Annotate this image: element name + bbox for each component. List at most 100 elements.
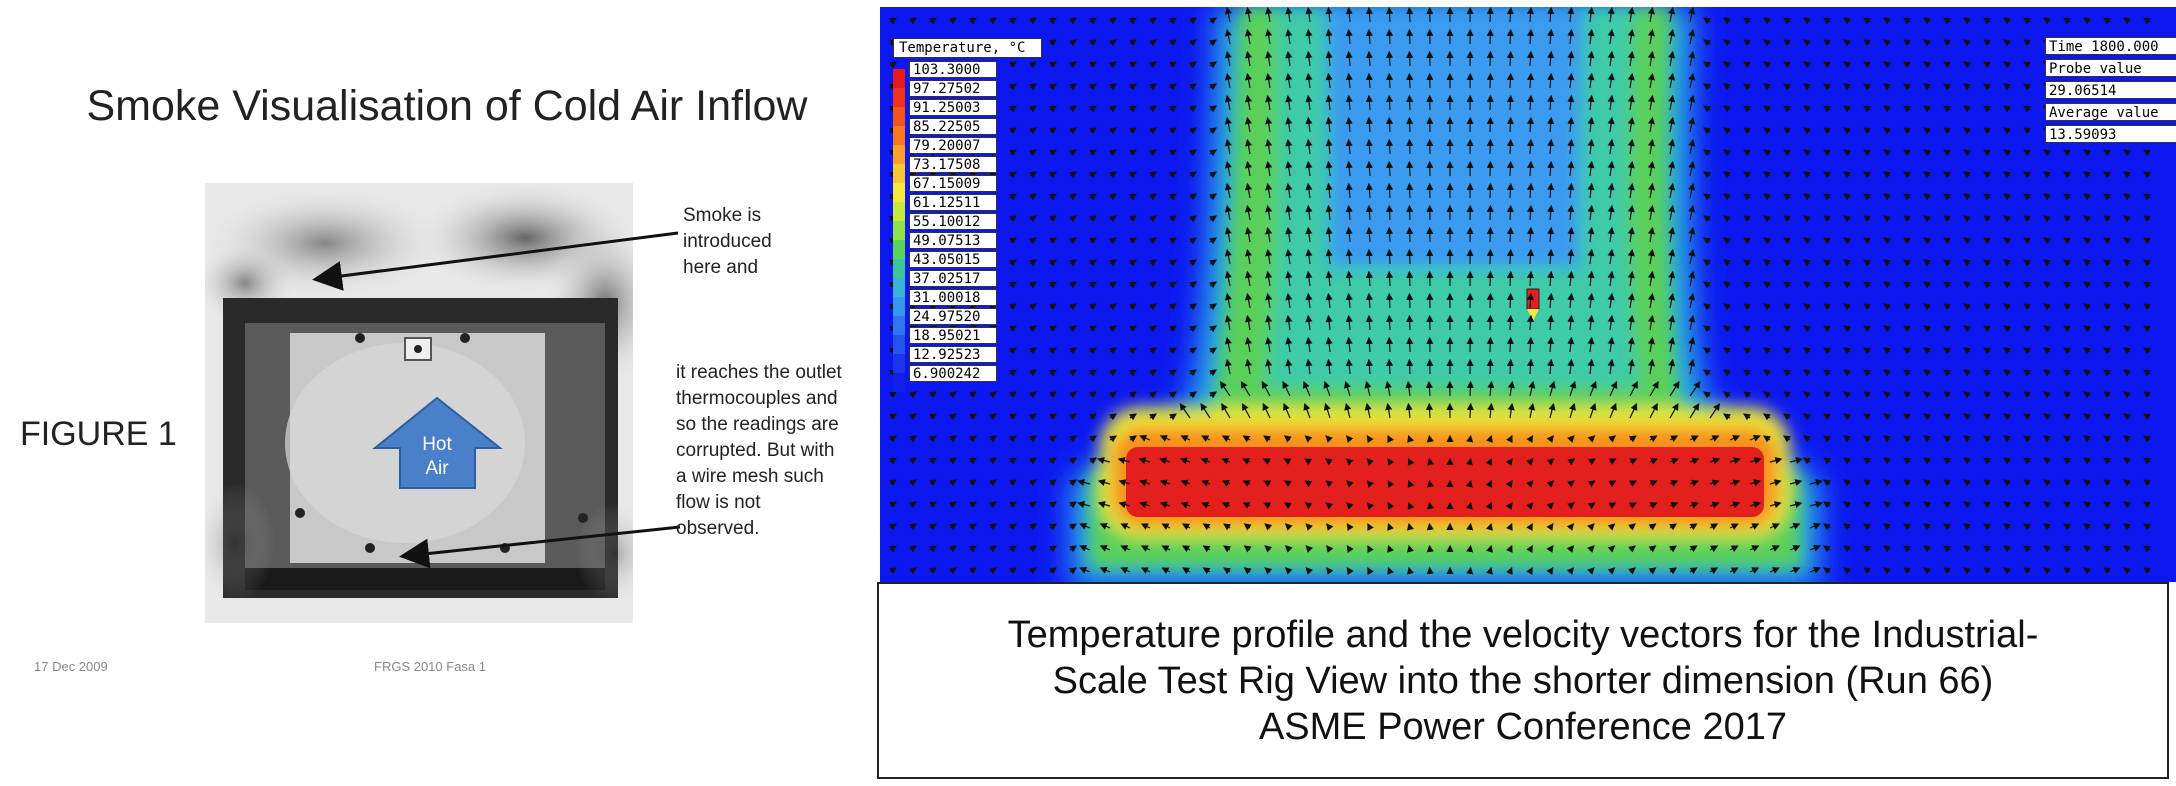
velocity-vector <box>1743 215 1751 223</box>
velocity-vector <box>1627 7 1635 23</box>
velocity-vector <box>1688 138 1696 155</box>
velocity-vector <box>1607 204 1615 221</box>
velocity-vector <box>1285 7 1293 23</box>
velocity-vector <box>1688 28 1696 45</box>
velocity-vector <box>1506 116 1514 133</box>
velocity-vector <box>1209 17 1217 25</box>
velocity-vector <box>2083 325 2091 333</box>
velocity-vector <box>1129 171 1137 179</box>
velocity-vector <box>1009 105 1017 113</box>
velocity-vector <box>1863 61 1871 69</box>
velocity-vector <box>1823 303 1831 311</box>
velocity-vector <box>1587 138 1595 155</box>
velocity-vector <box>1863 105 1871 113</box>
velocity-vector <box>1587 28 1595 45</box>
velocity-vector <box>1209 281 1217 289</box>
velocity-vector <box>1385 204 1394 221</box>
velocity-vector <box>2003 61 2011 69</box>
velocity-vector <box>1688 226 1696 243</box>
velocity-vector <box>1963 149 1971 157</box>
velocity-vector <box>1224 160 1232 177</box>
velocity-vector <box>1647 28 1655 45</box>
velocity-vector <box>909 17 917 25</box>
velocity-vector <box>1224 28 1232 45</box>
velocity-vector <box>1903 61 1911 69</box>
velocity-vector <box>1285 204 1293 221</box>
velocity-vector <box>1923 303 1931 311</box>
velocity-vector <box>1783 39 1791 47</box>
velocity-vector <box>1883 17 1891 25</box>
velocity-vector <box>1189 303 1197 311</box>
velocity-vector <box>1983 17 1991 25</box>
velocity-vector <box>1763 303 1771 311</box>
velocity-vector <box>2143 281 2151 289</box>
velocity-vector <box>1743 39 1751 47</box>
velocity-vector <box>1029 237 1037 245</box>
hot-air-label-line2: Air <box>425 458 449 479</box>
footer-date: 17 Dec 2009 <box>34 659 108 674</box>
velocity-vector <box>1149 347 1157 355</box>
velocity-vector <box>1149 127 1157 135</box>
velocity-vector <box>1265 7 1273 23</box>
velocity-vector <box>1688 314 1696 331</box>
velocity-vector <box>1285 160 1293 177</box>
velocity-vector <box>1365 336 1373 353</box>
velocity-vector <box>1265 204 1273 221</box>
velocity-vector <box>1365 7 1373 23</box>
velocity-vector <box>1943 127 1951 135</box>
velocity-vector <box>1169 105 1177 113</box>
velocity-vector <box>1149 83 1157 91</box>
velocity-vector <box>1943 83 1951 91</box>
velocity-vector <box>1803 61 1811 69</box>
velocity-vector <box>1285 248 1293 265</box>
velocity-vector <box>1923 171 1931 179</box>
velocity-vector <box>1305 204 1313 221</box>
velocity-vector <box>1783 193 1791 201</box>
velocity-vector <box>1345 270 1353 287</box>
temperature-legend: Temperature, °C 103.3000 97.27502 91.25003… <box>893 38 1042 392</box>
velocity-vector <box>1567 336 1575 353</box>
velocity-vector <box>1129 281 1137 289</box>
velocity-vector <box>1783 83 1791 91</box>
velocity-vector <box>1465 479 1473 488</box>
velocity-vector <box>1189 17 1197 25</box>
velocity-vector <box>1688 160 1696 177</box>
velocity-vector <box>1189 61 1197 69</box>
velocity-vector <box>1668 50 1676 67</box>
velocity-vector <box>1843 39 1851 47</box>
velocity-vector <box>1963 237 1971 245</box>
velocity-vector <box>1743 83 1751 91</box>
cfd-temperature-plot: Temperature, °C 103.3000 97.27502 91.25003… <box>880 7 2176 582</box>
velocity-vector <box>1089 83 1097 91</box>
velocity-vector <box>1723 39 1731 47</box>
velocity-vector <box>1688 72 1696 89</box>
velocity-vector <box>1345 50 1353 67</box>
velocity-vector <box>2043 237 2051 245</box>
velocity-vector <box>1224 116 1232 133</box>
velocity-vector <box>2023 281 2031 289</box>
velocity-vector <box>1049 39 1057 47</box>
velocity-vector <box>2143 171 2151 179</box>
velocity-vector <box>1607 160 1615 177</box>
velocity-vector <box>1069 215 1077 223</box>
velocity-vector <box>1688 204 1696 221</box>
velocity-vector <box>1009 171 1017 179</box>
legend-value: 24.97520 <box>909 308 997 325</box>
velocity-vector <box>1009 325 1017 333</box>
velocity-vector <box>1049 105 1057 113</box>
velocity-vector <box>1863 215 1871 223</box>
velocity-vector <box>2003 237 2011 245</box>
velocity-vector <box>1803 193 1811 201</box>
velocity-vector <box>1843 171 1851 179</box>
velocity-vector <box>1325 248 1333 265</box>
velocity-vector <box>2043 193 2051 201</box>
velocity-vector <box>2023 149 2031 157</box>
velocity-vector <box>1466 380 1474 397</box>
velocity-vector <box>1049 171 1057 179</box>
velocity-vector <box>1587 160 1595 177</box>
velocity-vector <box>1169 193 1177 201</box>
velocity-vector <box>1029 193 1037 201</box>
velocity-vector <box>1723 17 1731 25</box>
velocity-vector <box>1526 292 1535 309</box>
hot-air-label: Hot Air <box>395 433 479 481</box>
